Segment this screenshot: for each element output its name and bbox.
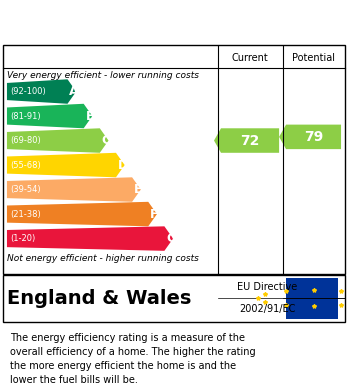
Text: (69-80): (69-80)	[10, 136, 41, 145]
Text: G: G	[166, 232, 176, 245]
Polygon shape	[7, 128, 109, 153]
Text: (39-54): (39-54)	[10, 185, 41, 194]
Text: 79: 79	[304, 130, 323, 144]
Text: (55-68): (55-68)	[10, 161, 41, 170]
Polygon shape	[7, 202, 157, 226]
Polygon shape	[7, 104, 92, 128]
Text: Energy Efficiency Rating: Energy Efficiency Rating	[10, 13, 258, 32]
Text: EU Directive: EU Directive	[237, 282, 298, 292]
Text: Current: Current	[232, 52, 268, 63]
Text: (81-91): (81-91)	[10, 111, 41, 120]
Polygon shape	[7, 226, 173, 251]
Polygon shape	[214, 128, 279, 153]
Polygon shape	[7, 177, 141, 202]
Polygon shape	[7, 153, 125, 177]
Text: The energy efficiency rating is a measure of the
overall efficiency of a home. T: The energy efficiency rating is a measur…	[10, 333, 256, 385]
Polygon shape	[7, 79, 76, 104]
Text: Potential: Potential	[292, 52, 335, 63]
Text: A: A	[69, 85, 79, 98]
Text: F: F	[150, 208, 158, 221]
Text: B: B	[85, 109, 95, 122]
Text: (92-100): (92-100)	[10, 87, 46, 96]
Text: 72: 72	[240, 134, 260, 147]
Text: D: D	[118, 159, 128, 172]
Text: E: E	[134, 183, 142, 196]
Text: (1-20): (1-20)	[10, 234, 36, 243]
Polygon shape	[279, 125, 341, 149]
Text: Not energy efficient - higher running costs: Not energy efficient - higher running co…	[7, 254, 199, 263]
Text: 2002/91/EC: 2002/91/EC	[239, 304, 295, 314]
Text: (21-38): (21-38)	[10, 210, 41, 219]
Bar	[286, 278, 338, 319]
Text: England & Wales: England & Wales	[7, 289, 191, 308]
Text: Very energy efficient - lower running costs: Very energy efficient - lower running co…	[7, 71, 199, 80]
Text: C: C	[102, 134, 111, 147]
